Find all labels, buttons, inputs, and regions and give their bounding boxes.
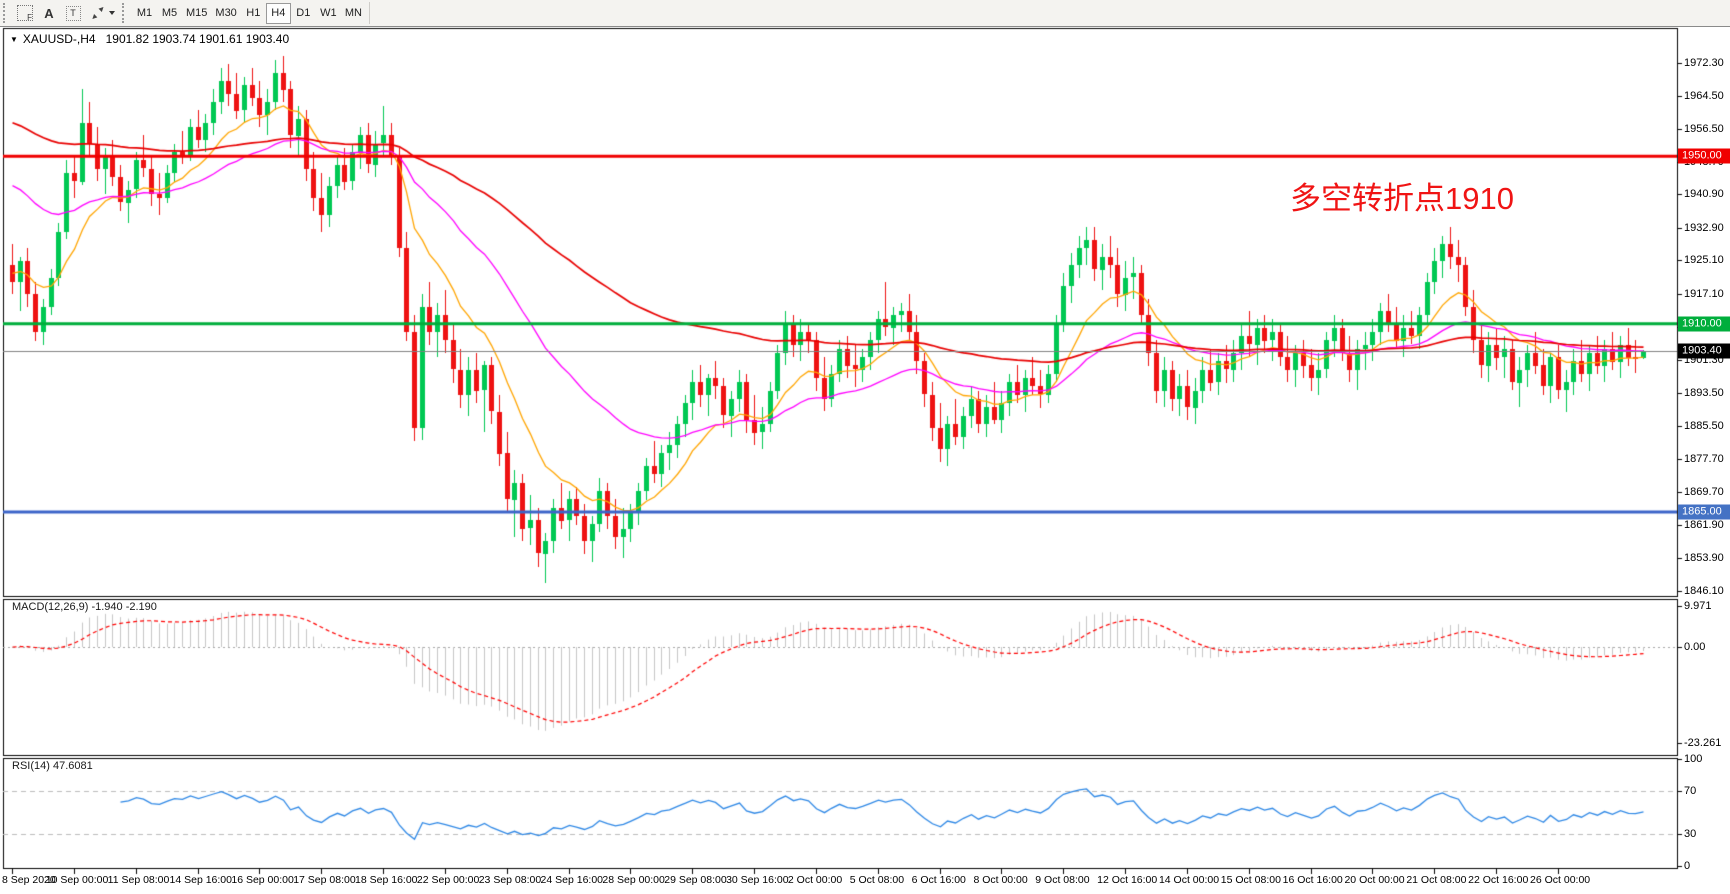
price-axis-label: 1861.90 [1684, 518, 1724, 531]
time-axis-label: 11 Sep 08:00 [107, 874, 170, 886]
price-axis-label: 1846.10 [1684, 584, 1724, 597]
text-annotation-button[interactable]: A [37, 2, 61, 24]
toolbar-drag-handle[interactable] [3, 3, 9, 23]
timeframe-button-m15[interactable]: M15 [182, 3, 211, 24]
arrows-dropdown-caret-icon [108, 11, 115, 15]
chart-ohlc-values: 1901.82 1903.74 1901.61 1903.40 [105, 32, 290, 46]
time-axis-label: 2 Oct 00:00 [787, 874, 843, 886]
time-axis-label: 22 Sep 00:00 [416, 874, 480, 886]
time-axis-label: 21 Oct 08:00 [1406, 874, 1467, 886]
price-axis-label: 1877.70 [1684, 452, 1724, 465]
toolbar: F A T ▲ ▲ M1 M5 M15 M30 H1 H4 D1 W1 MN [0, 0, 1730, 27]
timeframe-button-h1[interactable]: H1 [241, 3, 266, 24]
price-axis-label: 1964.50 [1684, 89, 1724, 102]
rsi-axis-label: 0 [1684, 860, 1691, 872]
timeframe-group: M1 M5 M15 M30 H1 H4 D1 W1 MN [132, 2, 366, 24]
macd-axis-label: -23.261 [1684, 736, 1722, 749]
time-axis-label: 18 Sep 16:00 [355, 874, 418, 886]
time-axis-label: 12 Oct 16:00 [1097, 874, 1158, 886]
price-axis-label: 1925.10 [1684, 254, 1724, 267]
time-axis-label: 5 Oct 08:00 [849, 874, 905, 886]
text-label-icon: T [65, 5, 81, 21]
price-axis-label: 1932.90 [1684, 221, 1724, 234]
price-line-badge: 1910.00 [1678, 316, 1730, 332]
timeframe-button-d1[interactable]: D1 [291, 3, 316, 24]
chart-symbol-period: XAUUSD-,H4 [22, 32, 96, 46]
time-axis-label: 14 Sep 16:00 [169, 874, 232, 886]
time-axis-label: 9 Oct 08:00 [1035, 874, 1090, 886]
time-axis-label: 16 Oct 16:00 [1282, 874, 1343, 886]
macd-axis-label: 9.971 [1684, 599, 1712, 612]
toolbar-separator [368, 2, 370, 24]
chart-dropdown-icon[interactable]: ▼ [10, 35, 18, 44]
grid-f-tool-button[interactable]: F [13, 2, 37, 24]
time-axis-label: 15 Oct 08:00 [1220, 874, 1281, 886]
price-line-badge: 1950.00 [1678, 148, 1730, 164]
text-label-button[interactable]: T [61, 2, 85, 24]
time-axis-label: 8 Oct 00:00 [973, 874, 1028, 886]
price-axis-label: 1869.70 [1684, 486, 1724, 499]
macd-indicator-label: MACD(12,26,9) -1.940 -2.190 [12, 601, 157, 613]
grid-f-icon: F [17, 5, 33, 22]
time-axis-label: 20 Oct 00:00 [1344, 874, 1405, 886]
chart-text-annotation[interactable]: 多空转折点1910 [1290, 181, 1514, 216]
price-axis-label: 1893.50 [1684, 386, 1724, 399]
price-axis-label: 1972.30 [1684, 57, 1724, 69]
time-axis-label: 16 Sep 00:00 [231, 874, 294, 886]
price-axis-label: 1917.10 [1684, 287, 1724, 300]
price-axis-label: 1940.90 [1684, 188, 1724, 201]
timeframe-button-m5[interactable]: M5 [157, 3, 182, 24]
chart-title: ▼ XAUUSD-,H4 1901.82 1903.74 1901.61 1903.… [10, 32, 289, 46]
time-axis-label: 29 Sep 08:00 [664, 874, 727, 886]
time-axis-label: 6 Oct 16:00 [911, 874, 966, 886]
timeframe-button-w1[interactable]: W1 [316, 3, 341, 24]
rsi-indicator-label: RSI(14) 47.6081 [12, 760, 93, 772]
rsi-axis-label: 70 [1684, 784, 1697, 797]
chart-canvas[interactable] [0, 27, 1730, 894]
price-axis-label: 1853.90 [1684, 552, 1724, 565]
arrows-tool-button[interactable]: ▲ ▲ [85, 2, 119, 24]
time-axis-label: 28 Sep 00:00 [602, 874, 665, 886]
toolbar-drag-handle[interactable] [122, 3, 128, 23]
time-axis-label: 10 Sep 00:00 [45, 874, 109, 886]
price-axis-label: 1885.50 [1684, 420, 1724, 433]
time-axis-label: 17 Sep 08:00 [293, 874, 356, 886]
time-axis-label: 26 Oct 00:00 [1530, 874, 1591, 886]
timeframe-button-h4[interactable]: H4 [265, 2, 291, 24]
rsi-axis-label: 30 [1684, 827, 1697, 840]
timeframe-button-m30[interactable]: M30 [211, 3, 240, 24]
time-axis-label: 23 Sep 08:00 [478, 874, 542, 886]
arrows-icon: ▲ ▲ [87, 2, 108, 24]
time-axis-label: 8 Sep 2020 [2, 874, 56, 886]
time-axis-label: 24 Sep 16:00 [540, 874, 604, 886]
price-line-badge: 1865.00 [1678, 504, 1730, 520]
current-price-badge: 1903.40 [1678, 343, 1730, 359]
time-axis-label: 22 Oct 16:00 [1468, 874, 1529, 886]
time-axis-label: 30 Sep 16:00 [726, 874, 789, 886]
timeframe-button-mn[interactable]: MN [341, 3, 366, 24]
rsi-axis-label: 100 [1684, 752, 1703, 765]
text-a-icon: A [44, 5, 54, 21]
macd-axis-label: 0.00 [1684, 641, 1706, 653]
timeframe-button-m1[interactable]: M1 [132, 3, 157, 24]
time-axis-label: 14 Oct 00:00 [1158, 874, 1220, 886]
price-axis-label: 1956.50 [1684, 123, 1724, 136]
